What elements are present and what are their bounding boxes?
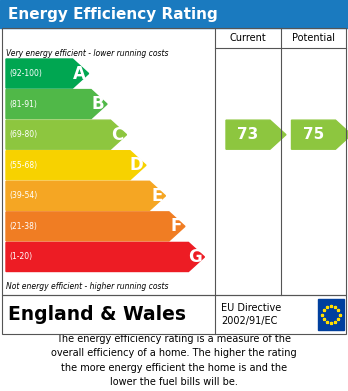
Text: D: D	[129, 156, 143, 174]
Text: (69-80): (69-80)	[9, 130, 37, 139]
Text: (39-54): (39-54)	[9, 191, 37, 200]
Polygon shape	[6, 151, 146, 180]
Text: E: E	[151, 187, 163, 205]
Text: The energy efficiency rating is a measure of the
overall efficiency of a home. T: The energy efficiency rating is a measur…	[51, 334, 297, 387]
Polygon shape	[292, 120, 348, 149]
Text: EU Directive
2002/91/EC: EU Directive 2002/91/EC	[221, 303, 281, 326]
Text: 75: 75	[303, 127, 324, 142]
Text: (55-68): (55-68)	[9, 161, 37, 170]
Text: A: A	[73, 65, 86, 83]
Polygon shape	[6, 59, 89, 88]
Polygon shape	[226, 120, 286, 149]
Text: (92-100): (92-100)	[9, 69, 42, 78]
Polygon shape	[6, 212, 185, 241]
Text: C: C	[111, 126, 124, 143]
Text: (21-38): (21-38)	[9, 222, 37, 231]
Text: Not energy efficient - higher running costs: Not energy efficient - higher running co…	[6, 282, 168, 291]
Text: B: B	[92, 95, 104, 113]
Polygon shape	[6, 90, 107, 118]
Bar	[2, 28, 346, 295]
Text: England & Wales: England & Wales	[8, 305, 186, 324]
Text: (81-91): (81-91)	[9, 100, 37, 109]
Bar	[318, 299, 344, 330]
Text: Energy Efficiency Rating: Energy Efficiency Rating	[8, 7, 218, 22]
Bar	[0, 0, 348, 28]
Text: Current: Current	[230, 33, 266, 43]
Bar	[2, 295, 346, 334]
Polygon shape	[6, 120, 127, 149]
Text: 73: 73	[237, 127, 259, 142]
Text: Very energy efficient - lower running costs: Very energy efficient - lower running co…	[6, 49, 168, 58]
Polygon shape	[6, 242, 204, 271]
Text: F: F	[171, 217, 182, 235]
Text: (1-20): (1-20)	[9, 253, 32, 262]
Polygon shape	[6, 181, 166, 210]
Text: Potential: Potential	[292, 33, 335, 43]
Text: G: G	[188, 248, 201, 266]
